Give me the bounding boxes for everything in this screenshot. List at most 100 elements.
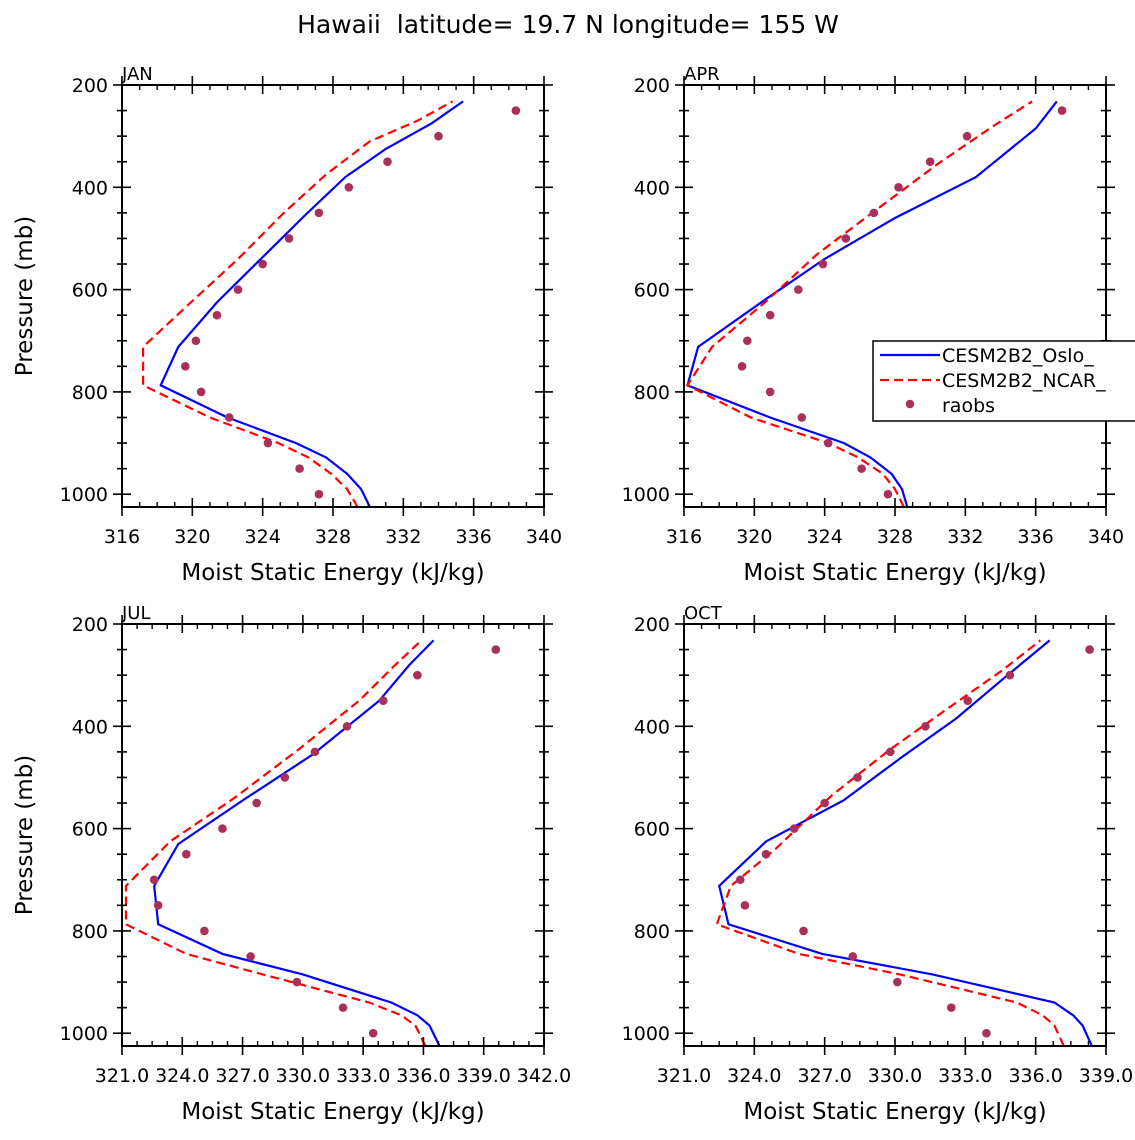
y-tick-label: 200 xyxy=(634,614,670,636)
raobs-point xyxy=(765,387,775,397)
legend-ncar-label: CESM2B2_NCAR_ xyxy=(942,370,1106,392)
y-tick-label: 1000 xyxy=(60,484,108,506)
raobs-point xyxy=(344,183,354,192)
x-tick-label: 340 xyxy=(526,526,562,548)
x-axis-title: Moist Static Energy (kJ/kg) xyxy=(743,1099,1046,1125)
raobs-point xyxy=(921,722,930,731)
panel-apr: APR 200 400 600 800 1000 316 320 324 328 332 336 340… xyxy=(622,64,1124,586)
y-tick-label: 1000 xyxy=(622,484,670,506)
x-tick-label: 320 xyxy=(174,526,210,548)
raobs-point xyxy=(883,489,893,499)
y-tick-label: 400 xyxy=(72,716,108,738)
oslo-line xyxy=(717,639,1093,1046)
y-tick-label: 800 xyxy=(634,382,670,404)
x-tick-label: 328 xyxy=(877,526,913,548)
y-tick-label: 200 xyxy=(72,614,108,636)
raobs-point xyxy=(820,798,829,808)
x-tick-label: 336.0 xyxy=(396,1065,450,1087)
oslo-line xyxy=(159,100,464,507)
raobs-point xyxy=(491,645,501,654)
panel-label: OCT xyxy=(684,603,723,624)
legend: CESM2B2_Oslo_ CESM2B2_NCAR_raobs xyxy=(872,340,1135,422)
raobs-point xyxy=(218,824,227,833)
plot-frame xyxy=(121,84,545,508)
y-tick-label: 1000 xyxy=(60,1023,108,1045)
x-tick-label: 339.0 xyxy=(457,1065,511,1087)
legend-raobs-label: raobs xyxy=(942,395,995,417)
raobs-point xyxy=(893,977,902,987)
y-tick-label: 400 xyxy=(634,177,670,199)
raobs-point xyxy=(338,1003,348,1012)
raobs-point xyxy=(200,926,209,936)
plot-area xyxy=(142,100,521,507)
raobs-point xyxy=(368,1028,378,1038)
x-tick-label: 332 xyxy=(947,526,983,548)
raobs-point xyxy=(252,798,261,808)
x-tick-label: 342.0 xyxy=(517,1065,571,1087)
y-tick-label: 400 xyxy=(72,177,108,199)
plot-frame xyxy=(683,84,1107,508)
raobs-point xyxy=(789,824,799,833)
raobs-point xyxy=(1085,645,1094,654)
plot-area xyxy=(124,639,501,1046)
panel-label: JUL xyxy=(121,603,151,624)
ncar-line xyxy=(685,100,1033,507)
raobs-point xyxy=(894,183,903,192)
raobs-point xyxy=(740,901,750,910)
y-tick-label: 200 xyxy=(72,75,108,97)
ncar-line xyxy=(142,100,454,507)
raobs-point xyxy=(1005,670,1015,680)
y-tick-label: 400 xyxy=(634,716,670,738)
raobs-point xyxy=(853,773,862,782)
x-tick-label: 336 xyxy=(1018,526,1054,548)
x-tick-label: 332 xyxy=(385,526,421,548)
raobs-point xyxy=(963,696,972,706)
raobs-point xyxy=(295,464,304,473)
raobs-point xyxy=(511,106,521,115)
raobs-point xyxy=(284,234,294,243)
x-tick-label: 324.0 xyxy=(727,1065,781,1087)
raobs-point xyxy=(342,722,352,731)
panel-jan: JAN 200 400 600 800 1000 316 320 324 328 332 336 340… xyxy=(12,64,562,586)
raobs-point xyxy=(823,438,833,448)
y-tick-label: 600 xyxy=(634,819,670,841)
raobs-point xyxy=(314,208,324,218)
raobs-point xyxy=(925,157,935,167)
plot-frame xyxy=(121,623,545,1047)
x-tick-label: 336.0 xyxy=(1008,1065,1062,1087)
panel-jul: JUL 200 400 600 800 1000 321.0 324.0 327.0 330.0 3… xyxy=(12,603,571,1125)
x-tick-label: 324.0 xyxy=(155,1065,209,1087)
panel-label: JAN xyxy=(121,64,153,85)
x-tick-label: 330.0 xyxy=(868,1065,922,1087)
raobs-point xyxy=(434,131,443,141)
y-tick-label: 200 xyxy=(634,75,670,97)
raobs-point xyxy=(181,362,190,371)
x-axis-title: Moist Static Energy (kJ/kg) xyxy=(181,1099,484,1125)
x-tick-label: 324 xyxy=(807,526,843,548)
plot-area xyxy=(685,100,1067,507)
raobs-point xyxy=(212,310,222,320)
x-tick-label: 336 xyxy=(456,526,492,548)
legend-raobs-swatch xyxy=(905,399,915,409)
raobs-point xyxy=(743,336,752,346)
y-tick-label: 800 xyxy=(72,921,108,943)
x-tick-label: 327.0 xyxy=(797,1065,851,1087)
x-tick-label: 339.0 xyxy=(1079,1065,1133,1087)
raobs-point xyxy=(857,464,866,473)
raobs-point xyxy=(246,952,255,961)
x-tick-label: 320 xyxy=(736,526,772,548)
y-tick-label: 600 xyxy=(72,280,108,302)
raobs-point xyxy=(182,849,191,859)
x-tick-label: 330.0 xyxy=(276,1065,330,1087)
raobs-point xyxy=(761,849,771,859)
raobs-point xyxy=(149,875,159,885)
raobs-point xyxy=(848,952,858,961)
y-tick-label: 800 xyxy=(634,921,670,943)
x-tick-label: 328 xyxy=(315,526,351,548)
x-axis-title: Moist Static Energy (kJ/kg) xyxy=(181,560,484,586)
oslo-line xyxy=(686,100,1058,507)
ncar-line xyxy=(715,639,1065,1046)
raobs-point xyxy=(280,773,290,782)
raobs-point xyxy=(413,670,422,680)
